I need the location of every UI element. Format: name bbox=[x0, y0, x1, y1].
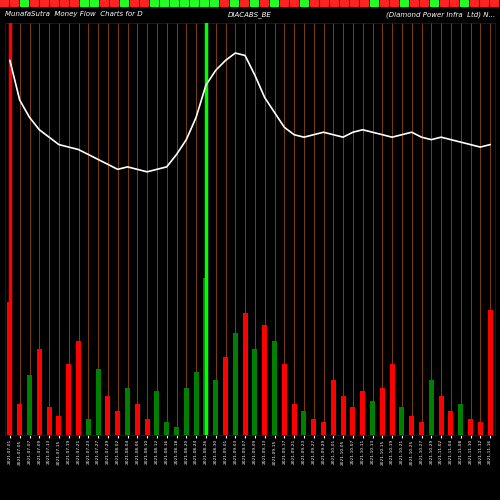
Bar bbox=[17, 404, 22, 435]
Bar bbox=[340, 396, 345, 435]
Bar bbox=[27, 376, 32, 435]
Bar bbox=[488, 310, 492, 435]
Bar bbox=[302, 412, 306, 435]
Bar bbox=[438, 396, 444, 435]
Bar bbox=[311, 420, 316, 435]
Bar bbox=[135, 404, 140, 435]
Bar bbox=[478, 422, 483, 435]
Bar bbox=[96, 369, 100, 435]
Bar bbox=[194, 372, 198, 435]
Bar bbox=[242, 312, 248, 435]
Bar bbox=[56, 416, 62, 435]
Text: DIACABS_BE: DIACABS_BE bbox=[228, 11, 272, 18]
Bar bbox=[390, 364, 394, 435]
Bar bbox=[400, 407, 404, 435]
Bar bbox=[106, 396, 110, 435]
Bar bbox=[37, 349, 42, 435]
Bar bbox=[46, 407, 52, 435]
Bar bbox=[360, 391, 365, 435]
Bar bbox=[214, 380, 218, 435]
Bar bbox=[448, 412, 454, 435]
Bar bbox=[66, 364, 71, 435]
Text: (Diamond Power Infra  Ltd) N...: (Diamond Power Infra Ltd) N... bbox=[386, 11, 495, 18]
Bar bbox=[419, 422, 424, 435]
Text: MunafaSutra  Money Flow  Charts for D: MunafaSutra Money Flow Charts for D bbox=[5, 11, 142, 17]
Bar bbox=[262, 326, 267, 435]
Bar bbox=[125, 388, 130, 435]
Bar bbox=[204, 278, 208, 435]
Bar bbox=[144, 420, 150, 435]
Bar bbox=[380, 388, 385, 435]
Bar bbox=[458, 404, 463, 435]
Bar bbox=[154, 391, 160, 435]
Bar bbox=[184, 388, 189, 435]
Bar bbox=[233, 333, 238, 435]
Bar bbox=[292, 404, 296, 435]
Bar bbox=[252, 349, 258, 435]
Bar bbox=[272, 341, 277, 435]
Bar bbox=[468, 420, 473, 435]
Bar bbox=[76, 341, 81, 435]
Bar bbox=[116, 412, 120, 435]
Bar bbox=[321, 422, 326, 435]
Bar bbox=[370, 400, 375, 435]
Bar bbox=[350, 407, 356, 435]
Bar bbox=[223, 356, 228, 435]
Bar bbox=[86, 420, 91, 435]
Bar bbox=[429, 380, 434, 435]
Bar bbox=[282, 364, 287, 435]
Bar bbox=[174, 427, 179, 435]
Bar bbox=[409, 416, 414, 435]
Bar bbox=[8, 302, 12, 435]
Bar bbox=[331, 380, 336, 435]
Bar bbox=[164, 422, 169, 435]
